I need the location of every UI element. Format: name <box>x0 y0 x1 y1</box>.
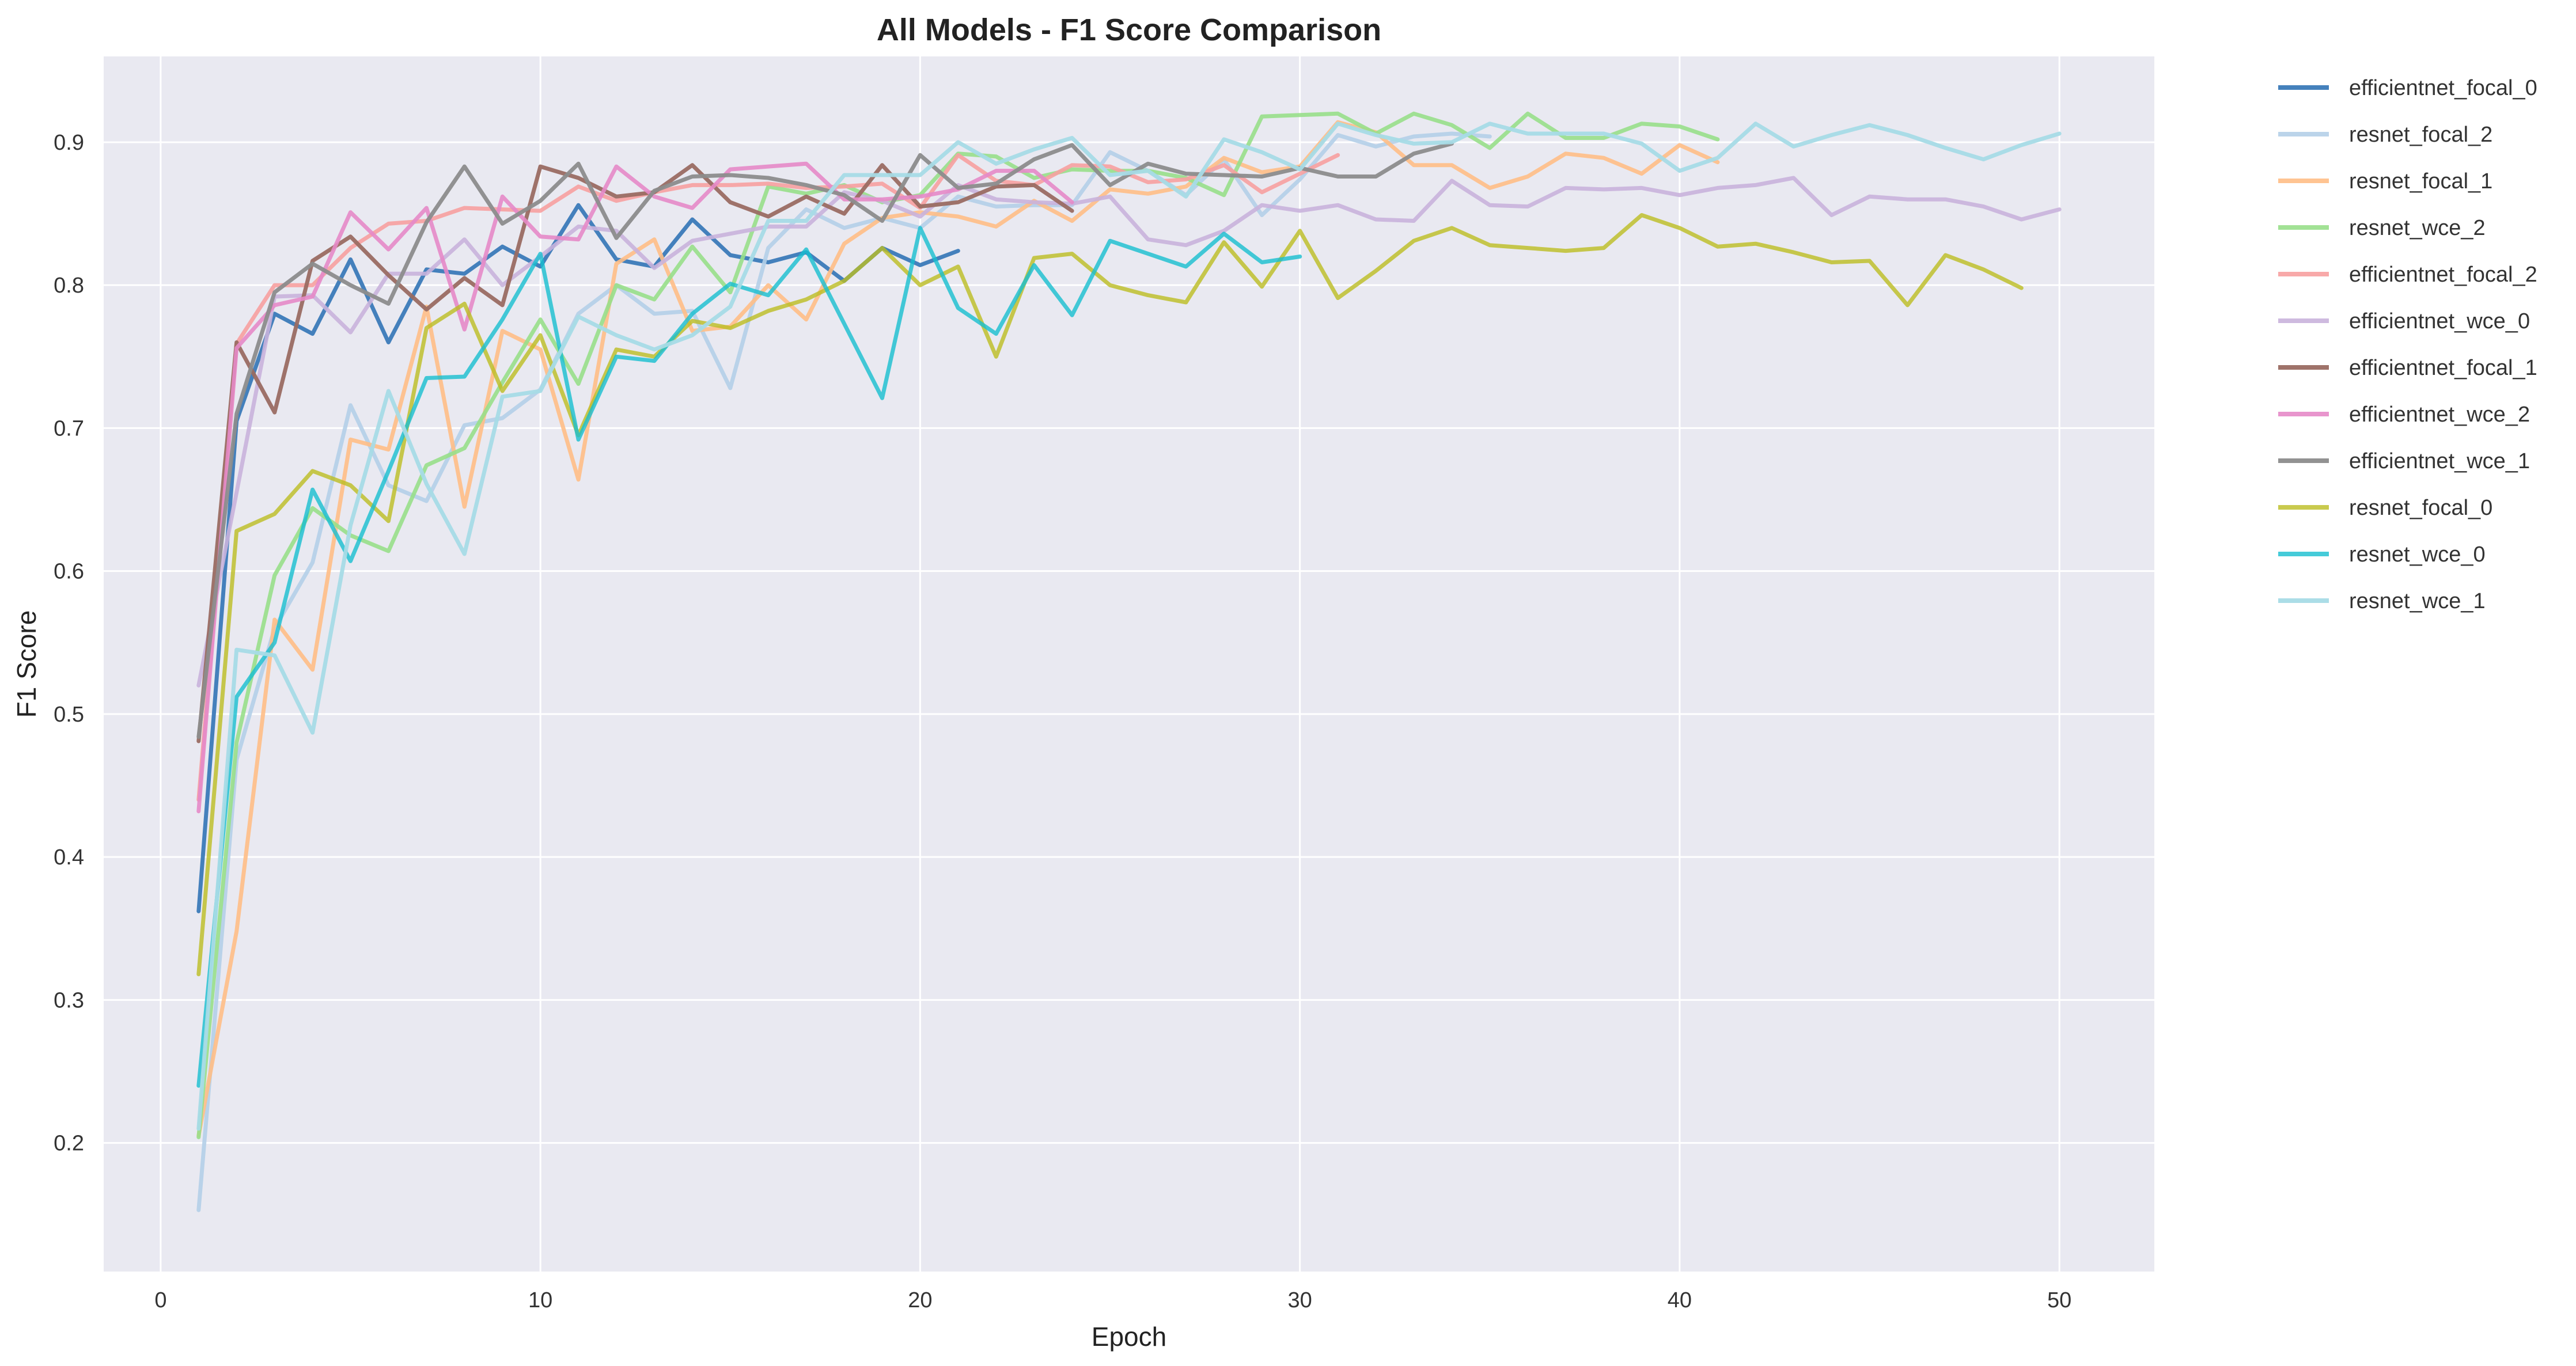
legend-label: efficientnet_wce_0 <box>2349 309 2530 333</box>
x-tick-label: 30 <box>1288 1288 1312 1312</box>
series-line-efficientnet-wce-1 <box>196 141 1454 739</box>
legend-label: efficientnet_wce_1 <box>2349 449 2530 473</box>
y-tick-label: 0.5 <box>54 703 84 727</box>
axis-ticks: 0 10 20 30 40 50 0.2 0.3 0.4 0.5 0.6 0.7 0.8 0.9 <box>54 131 2071 1312</box>
x-tick-label: 20 <box>908 1288 932 1312</box>
legend: efficientnet_focal_0 resnet_focal_2resnet… <box>2278 76 2537 613</box>
y-axis-label: F1 Score <box>12 610 41 718</box>
series-line-resnet-focal-0 <box>196 213 2024 977</box>
legend-label: resnet_focal_2 <box>2349 123 2492 147</box>
series-line-resnet-focal-1 <box>196 120 1720 1138</box>
x-tick-label: 40 <box>1668 1288 1692 1312</box>
series-line-resnet-wce-1 <box>196 122 2062 1131</box>
series-line-efficientnet-focal-2 <box>196 153 1340 802</box>
y-tick-label: 0.4 <box>54 845 84 870</box>
legend-label: efficientnet_focal_0 <box>2349 76 2537 100</box>
legend-label: resnet_focal_0 <box>2349 496 2492 520</box>
legend-label: efficientnet_wce_2 <box>2349 403 2530 427</box>
y-tick-label: 0.3 <box>54 988 84 1012</box>
series-line-efficientnet-wce-2 <box>196 161 1074 814</box>
y-tick-label: 0.6 <box>54 560 84 584</box>
legend-label: resnet_wce_0 <box>2349 542 2486 567</box>
chart-title: All Models - F1 Score Comparison <box>877 13 1381 47</box>
plot-area <box>104 56 2154 1272</box>
series-lines <box>196 111 2062 1212</box>
legend-label: efficientnet_focal_1 <box>2349 356 2537 380</box>
x-axis-label: Epoch <box>1092 1322 1166 1352</box>
y-tick-label: 0.9 <box>54 131 84 155</box>
legend-label: resnet_wce_1 <box>2349 589 2486 613</box>
x-tick-label: 10 <box>528 1288 552 1312</box>
legend-label: resnet_focal_1 <box>2349 169 2492 193</box>
y-tick-label: 0.2 <box>54 1132 84 1156</box>
grid-lines <box>104 56 2154 1272</box>
legend-label: resnet_wce_2 <box>2349 216 2486 240</box>
series-line-efficientnet-focal-1 <box>196 163 1074 743</box>
y-tick-label: 0.8 <box>54 274 84 298</box>
legend-label: efficientnet_focal_2 <box>2349 263 2537 287</box>
y-tick-label: 0.7 <box>54 416 84 441</box>
series-line-resnet-wce-0 <box>196 226 1302 1088</box>
x-tick-label: 0 <box>154 1288 166 1312</box>
x-tick-label: 50 <box>2047 1288 2071 1312</box>
